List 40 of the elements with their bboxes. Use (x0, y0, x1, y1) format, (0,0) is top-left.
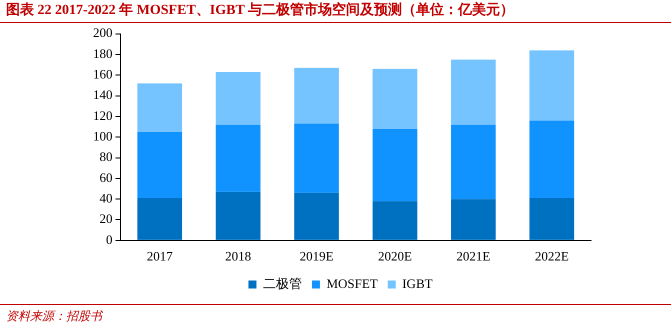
bar (529, 120, 574, 198)
bar (216, 72, 260, 125)
bar (529, 50, 574, 121)
x-tick-label: 2019E (300, 248, 334, 264)
bar (529, 198, 574, 240)
bar (294, 68, 339, 124)
x-tick-label: 2018 (225, 248, 252, 264)
legend-label: MOSFET (326, 276, 378, 291)
y-tick-label: 200 (93, 25, 112, 40)
y-tick-label: 140 (93, 87, 112, 102)
x-tick-label: 2017 (146, 248, 174, 264)
bar (137, 198, 182, 240)
x-tick-label: 2020E (378, 248, 412, 264)
y-tick-label: 60 (100, 170, 112, 185)
x-tick-label: 2021E (456, 248, 490, 264)
bar (372, 128, 418, 202)
legend-label: 二极管 (262, 276, 302, 291)
bar (294, 192, 339, 240)
bar (137, 83, 182, 132)
bar (216, 192, 260, 240)
bar (137, 132, 182, 198)
y-tick-label: 80 (100, 149, 112, 164)
bar (372, 68, 418, 129)
legend-label: IGBT (402, 276, 433, 291)
bar (216, 124, 260, 192)
y-tick-label: 20 (100, 211, 112, 226)
chart-title: 图表 22 2017-2022 年 MOSFET、IGBT 与二极管市场空间及预测（单位：亿美元） (0, 0, 671, 23)
x-tick-label: 2022E (534, 248, 569, 264)
y-tick-label: 120 (93, 108, 112, 123)
bar (294, 124, 339, 193)
y-tick-label: 160 (93, 66, 112, 82)
bar (372, 201, 418, 240)
y-tick-label: 180 (93, 46, 112, 61)
y-tick-label: 100 (93, 128, 112, 144)
y-tick-label: 0 (106, 232, 112, 247)
bar (451, 60, 496, 125)
y-tick-label: 40 (100, 190, 112, 206)
bar (451, 124, 496, 200)
text: 资料来源：招股书 (0, 304, 671, 325)
bar (451, 199, 496, 240)
